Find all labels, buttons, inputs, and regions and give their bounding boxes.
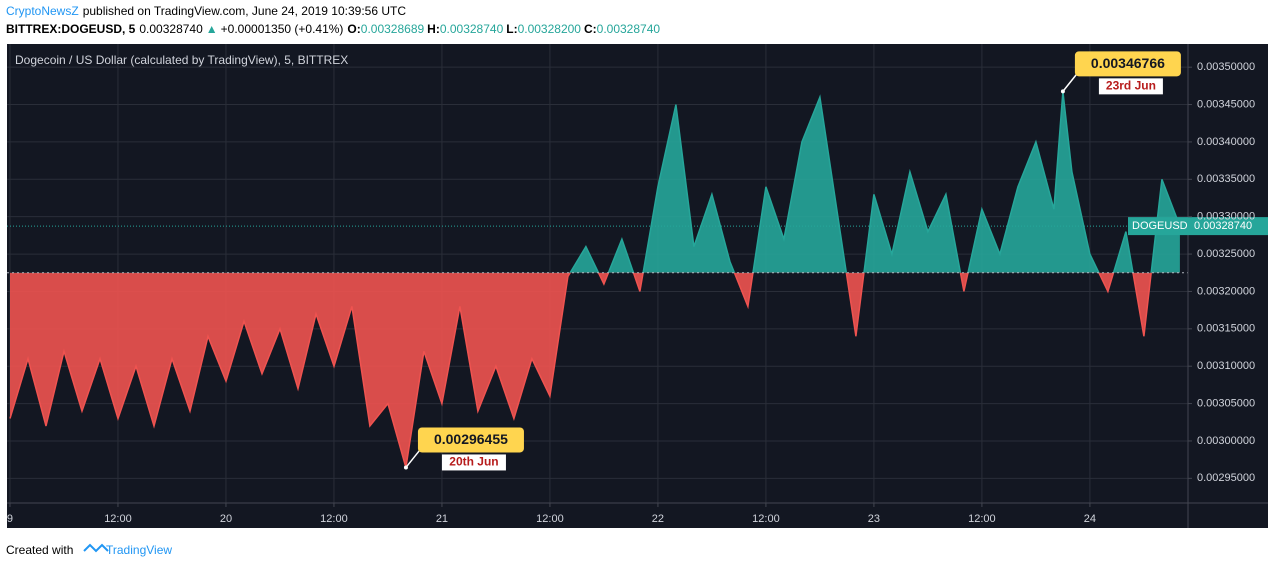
callout-point [403,465,408,470]
x-tick-label: 23 [868,513,880,525]
callout-date-box [1098,78,1163,95]
area-up [10,91,1180,273]
x-tick-label: 12:00 [968,513,996,525]
y-tick-label: 0.00330000 [1197,211,1255,223]
callout-point [1060,89,1065,94]
h: 0.00328740 [440,22,504,36]
y-tick-label: 0.00345000 [1197,98,1255,110]
x-tick-label: 24 [1084,513,1096,525]
publisher[interactable]: CryptoNewsZ [6,4,79,18]
x-tick-label: 20 [220,513,232,525]
callout-date: 23rd Jun [1106,79,1156,93]
last-price-name: DOGEUSD [1132,220,1188,232]
y-tick-label: 0.00325000 [1197,248,1255,260]
line-down [9,272,1152,468]
y-tick-label: 0.00335000 [1197,173,1255,185]
y-tick-label: 0.00305000 [1197,397,1255,409]
last: 0.00328740 [139,22,203,36]
c-label: C: [584,22,597,36]
y-tick-label: 0.00300000 [1197,435,1255,447]
callout-box [1074,51,1181,77]
line-up [569,91,1181,273]
callout-date-box [441,454,506,471]
x-tick-label: 12:00 [320,513,348,525]
l-label: L: [506,22,517,36]
y-tick-label: 0.00340000 [1197,136,1255,148]
x-tick-label: 22 [652,513,664,525]
callout-value: 0.00296455 [434,431,508,447]
overlay: DOGEUSD 0.00328740 0.00296455 20th Jun 0.003… [7,51,1268,471]
last-price-box [1128,217,1268,236]
x-tick-label: 12:00 [752,513,780,525]
brand-logo [83,543,109,553]
callout-box [417,427,524,453]
x-tick-label: 9 [7,513,13,525]
last-price-label: 0.00328740 [1194,220,1252,232]
chart-title: Dogecoin / US Dollar (calculated by Trad… [15,53,348,67]
published: published on TradingView.com, June 24, 2… [83,4,407,18]
footer: Created with [6,543,73,557]
l: 0.00328200 [518,22,582,36]
symbol-line: BITTREX:DOGEUSD, 5 0.00328740 ▲ +0.00001350… [6,22,660,36]
y-tick-label: 0.00310000 [1197,360,1255,372]
arrow: ▲ [206,22,218,36]
y-tick-label: 0.00295000 [1197,472,1255,484]
o: 0.00328689 [361,22,425,36]
brand[interactable]: TradingView [106,543,172,557]
y-tick-label: 0.00320000 [1197,285,1255,297]
header-line: CryptoNewsZ published on TradingView.com,… [6,4,406,18]
created: Created with [6,543,73,557]
callout-value: 0.00346766 [1091,55,1165,71]
change: +0.00001350 (+0.41%) [221,22,344,36]
c: 0.00328740 [597,22,661,36]
x-tick-label: 21 [436,513,448,525]
h-label: H: [427,22,440,36]
x-tick-label: 12:00 [536,513,564,525]
o-label: O: [347,22,360,36]
y-tick-label: 0.00315000 [1197,323,1255,335]
callout-date: 20th Jun [449,455,498,469]
x-tick-label: 12:00 [104,513,132,525]
plot [7,91,1188,468]
symbol: BITTREX:DOGEUSD, 5 [6,22,136,36]
y-tick-label: 0.00350000 [1197,61,1255,73]
area-down [10,272,1152,468]
